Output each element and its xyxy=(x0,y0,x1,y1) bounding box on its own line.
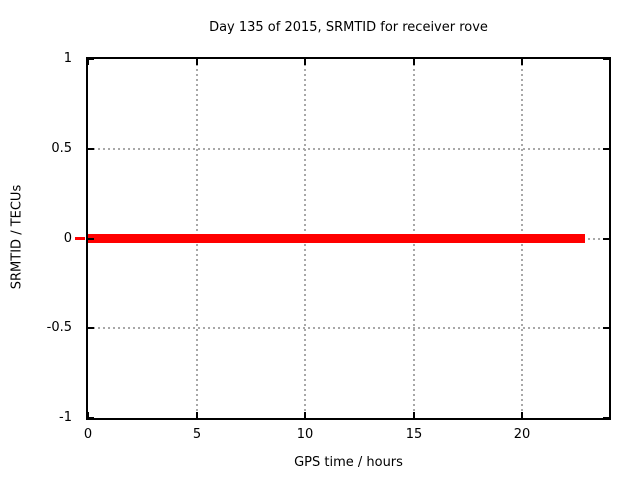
y-tick-label: -0.5 xyxy=(46,320,72,335)
x-tick-mark-top xyxy=(87,59,89,65)
y-tick-mark-right xyxy=(603,148,609,150)
x-tick-label: 20 xyxy=(513,427,531,442)
x-tick-label: 0 xyxy=(83,427,93,442)
y-tick-label: 0.5 xyxy=(51,141,72,156)
y-tick-mark-right xyxy=(603,58,609,60)
y-tick-mark-right xyxy=(603,327,609,329)
x-tick-label: 10 xyxy=(296,427,314,442)
y-axis-label: SRMTID / TECUs xyxy=(9,184,25,290)
y-tick-label: 0 xyxy=(63,231,72,246)
y-tick-mark-left xyxy=(88,327,94,329)
x-tick-mark-bottom xyxy=(196,412,198,418)
y-tick-label: 1 xyxy=(63,51,72,66)
x-tick-mark-bottom xyxy=(304,412,306,418)
series-line-srmtid xyxy=(88,234,585,243)
x-tick-mark-bottom xyxy=(521,412,523,418)
x-tick-mark-top xyxy=(196,59,198,65)
y-tick-mark-left xyxy=(88,58,94,60)
series-dash-artifact xyxy=(75,237,85,240)
gridline-horizontal xyxy=(88,148,609,150)
plot-area xyxy=(86,57,611,420)
x-tick-mark-top xyxy=(521,59,523,65)
y-tick-mark-right xyxy=(603,238,609,240)
y-tick-mark-left xyxy=(88,148,94,150)
x-tick-mark-top xyxy=(413,59,415,65)
x-tick-label: 15 xyxy=(405,427,423,442)
y-tick-mark-left xyxy=(88,238,94,240)
gridline-horizontal xyxy=(88,327,609,329)
x-tick-label: 5 xyxy=(192,427,202,442)
chart-title: Day 135 of 2015, SRMTID for receiver rov… xyxy=(209,20,488,35)
x-tick-mark-top xyxy=(304,59,306,65)
y-tick-mark-right xyxy=(603,417,609,419)
x-axis-label: GPS time / hours xyxy=(294,455,403,470)
x-tick-mark-bottom xyxy=(87,412,89,418)
y-tick-label: -1 xyxy=(59,410,72,425)
x-tick-mark-bottom xyxy=(413,412,415,418)
y-tick-mark-left xyxy=(88,417,94,419)
